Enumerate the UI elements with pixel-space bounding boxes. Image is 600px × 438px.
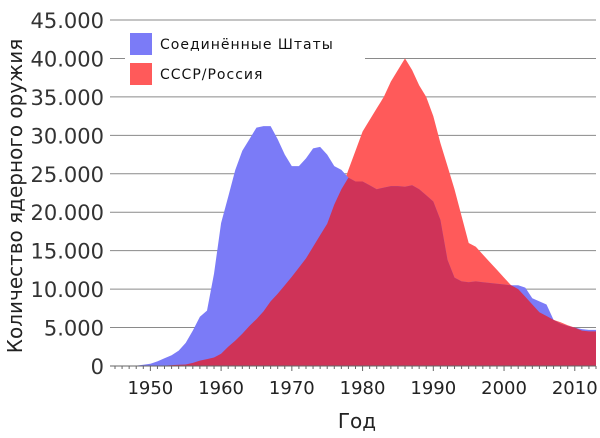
legend-label-ussr: СССР/Россия [160, 67, 263, 83]
x-tick-label: 1960 [198, 378, 244, 399]
x-tick-label: 1980 [340, 378, 386, 399]
axes: 0 5.000 10.000 15.000 20.000 25.000 30.000 35.0… [31, 9, 598, 399]
legend-label-us: Соединённые Штаты [160, 37, 334, 53]
y-tick-label: 25.000 [31, 163, 104, 187]
y-tick-label: 40.000 [31, 47, 104, 71]
legend-swatch-us [130, 33, 152, 55]
x-tick-label: 2000 [481, 378, 527, 399]
y-tick-label: 45.000 [31, 9, 104, 33]
legend: Соединённые Штаты СССР/Россия [125, 25, 365, 91]
areas [115, 58, 596, 367]
y-tick-label: 5.000 [44, 317, 104, 341]
legend-swatch-ussr [130, 63, 152, 85]
y-tick-label: 30.000 [31, 124, 104, 148]
y-tick-label: 20.000 [31, 201, 104, 225]
y-tick-label: 15.000 [31, 240, 104, 264]
x-tick-label: 1990 [410, 378, 456, 399]
y-axis-label: Количество ядерного оружия [3, 39, 27, 353]
legend-background [125, 25, 365, 91]
x-tick-label: 2010 [552, 378, 598, 399]
area-overlap [115, 177, 596, 366]
x-axis-label: Год [338, 409, 376, 433]
y-tick-label: 35.000 [31, 86, 104, 110]
x-tick-label: 1950 [127, 378, 173, 399]
y-tick-label: 0 [91, 355, 104, 379]
x-tick-label: 1970 [269, 378, 315, 399]
y-tick-label: 10.000 [31, 278, 104, 302]
